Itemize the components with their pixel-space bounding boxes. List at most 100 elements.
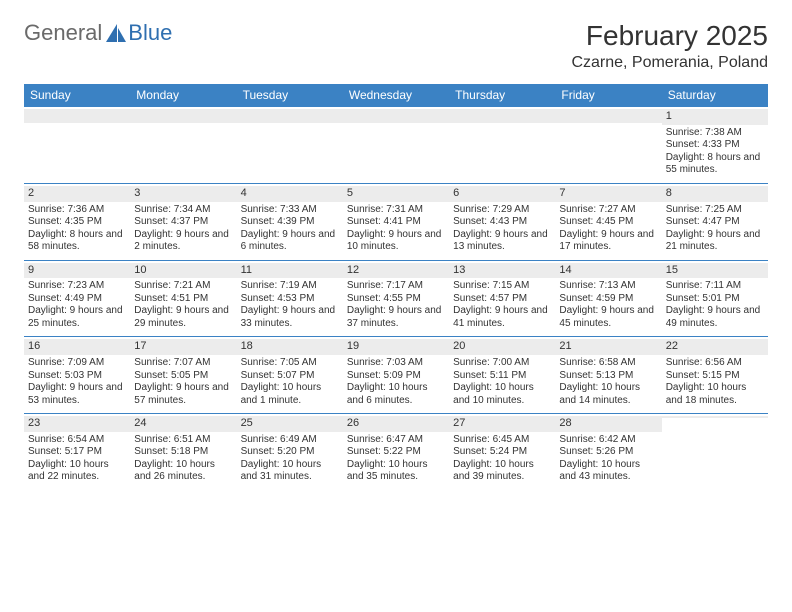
day-number: 11 bbox=[237, 263, 343, 279]
calendar-cell: 22Sunrise: 6:56 AMSunset: 5:15 PMDayligh… bbox=[662, 336, 768, 413]
sunset-text: Sunset: 4:59 PM bbox=[559, 293, 657, 306]
calendar-cell: 12Sunrise: 7:17 AMSunset: 4:55 PMDayligh… bbox=[343, 260, 449, 337]
daylight-text: Daylight: 10 hours and 31 minutes. bbox=[241, 459, 339, 484]
day-number: 14 bbox=[555, 263, 661, 279]
day-number: 10 bbox=[130, 263, 236, 279]
calendar-cell: 18Sunrise: 7:05 AMSunset: 5:07 PMDayligh… bbox=[237, 336, 343, 413]
sunset-text: Sunset: 4:33 PM bbox=[666, 139, 764, 152]
day-number: 4 bbox=[237, 186, 343, 202]
sunset-text: Sunset: 4:35 PM bbox=[28, 216, 126, 229]
day-number: 12 bbox=[343, 263, 449, 279]
calendar-cell bbox=[343, 106, 449, 183]
calendar-cell: 25 Sunrise: 6:49 AMSunset: 5:20 PMDayligh… bbox=[237, 413, 343, 490]
sunset-text: Sunset: 5:18 PM bbox=[134, 446, 232, 459]
day-number: 8 bbox=[662, 186, 768, 202]
title-block: February 2025 Czarne, Pomerania, Poland bbox=[571, 20, 768, 72]
sunrise-text: Sunrise: 6:56 AM bbox=[666, 357, 764, 370]
daylight-text: Daylight: 10 hours and 22 minutes. bbox=[28, 459, 126, 484]
sunrise-text: Sunrise: 7:23 AM bbox=[28, 280, 126, 293]
sunset-text: Sunset: 5:24 PM bbox=[453, 446, 551, 459]
day-number: 24 bbox=[130, 416, 236, 432]
daylight-text: Daylight: 9 hours and 13 minutes. bbox=[453, 229, 551, 254]
sunset-text: Sunset: 5:01 PM bbox=[666, 293, 764, 306]
day-number: 19 bbox=[343, 339, 449, 355]
daylight-text: Daylight: 9 hours and 49 minutes. bbox=[666, 305, 764, 330]
day-number: 25 bbox=[237, 416, 343, 432]
calendar-grid: 1Sunrise: 7:38 AMSunset: 4:33 PMDaylight… bbox=[24, 106, 768, 490]
day-number: 15 bbox=[662, 263, 768, 279]
sunrise-text: Sunrise: 7:15 AM bbox=[453, 280, 551, 293]
daylight-text: Daylight: 9 hours and 6 minutes. bbox=[241, 229, 339, 254]
header: General Blue February 2025 Czarne, Pomer… bbox=[24, 20, 768, 72]
calendar-cell: 13Sunrise: 7:15 AMSunset: 4:57 PMDayligh… bbox=[449, 260, 555, 337]
sunrise-text: Sunrise: 7:17 AM bbox=[347, 280, 445, 293]
day-number: 23 bbox=[24, 416, 130, 432]
calendar-cell: 5Sunrise: 7:31 AMSunset: 4:41 PMDaylight… bbox=[343, 183, 449, 260]
sunset-text: Sunset: 4:43 PM bbox=[453, 216, 551, 229]
sunrise-text: Sunrise: 7:03 AM bbox=[347, 357, 445, 370]
day-number bbox=[555, 109, 661, 123]
day-number bbox=[449, 109, 555, 123]
sunrise-text: Sunrise: 7:07 AM bbox=[134, 357, 232, 370]
day-number: 3 bbox=[130, 186, 236, 202]
sunrise-text: Sunrise: 7:05 AM bbox=[241, 357, 339, 370]
day-number: 6 bbox=[449, 186, 555, 202]
daylight-text: Daylight: 9 hours and 41 minutes. bbox=[453, 305, 551, 330]
calendar-cell bbox=[662, 413, 768, 490]
day-number: 20 bbox=[449, 339, 555, 355]
weekday-wed: Wednesday bbox=[343, 84, 449, 106]
calendar-cell: 4Sunrise: 7:33 AMSunset: 4:39 PMDaylight… bbox=[237, 183, 343, 260]
calendar-cell: 21Sunrise: 6:58 AMSunset: 5:13 PMDayligh… bbox=[555, 336, 661, 413]
weekday-fri: Friday bbox=[555, 84, 661, 106]
sunrise-text: Sunrise: 7:29 AM bbox=[453, 204, 551, 217]
sunrise-text: Sunrise: 7:36 AM bbox=[28, 204, 126, 217]
sunrise-text: Sunrise: 7:00 AM bbox=[453, 357, 551, 370]
daylight-text: Daylight: 10 hours and 35 minutes. bbox=[347, 459, 445, 484]
calendar-cell: 15Sunrise: 7:11 AMSunset: 5:01 PMDayligh… bbox=[662, 260, 768, 337]
calendar-cell: 14Sunrise: 7:13 AMSunset: 4:59 PMDayligh… bbox=[555, 260, 661, 337]
sunrise-text: Sunrise: 7:34 AM bbox=[134, 204, 232, 217]
sunset-text: Sunset: 5:20 PM bbox=[241, 446, 339, 459]
logo: General Blue bbox=[24, 20, 172, 46]
sunset-text: Sunset: 4:57 PM bbox=[453, 293, 551, 306]
sunset-text: Sunset: 5:15 PM bbox=[666, 370, 764, 383]
logo-text-1: General bbox=[24, 20, 102, 46]
calendar-cell: 8Sunrise: 7:25 AMSunset: 4:47 PMDaylight… bbox=[662, 183, 768, 260]
day-number: 17 bbox=[130, 339, 236, 355]
sunset-text: Sunset: 4:49 PM bbox=[28, 293, 126, 306]
sunset-text: Sunset: 5:03 PM bbox=[28, 370, 126, 383]
sunrise-text: Sunrise: 7:21 AM bbox=[134, 280, 232, 293]
weekday-sun: Sunday bbox=[24, 84, 130, 106]
daylight-text: Daylight: 9 hours and 45 minutes. bbox=[559, 305, 657, 330]
daylight-text: Daylight: 9 hours and 53 minutes. bbox=[28, 382, 126, 407]
sunset-text: Sunset: 4:47 PM bbox=[666, 216, 764, 229]
day-number bbox=[662, 416, 768, 418]
sunset-text: Sunset: 5:11 PM bbox=[453, 370, 551, 383]
calendar-cell bbox=[449, 106, 555, 183]
daylight-text: Daylight: 10 hours and 26 minutes. bbox=[134, 459, 232, 484]
calendar-cell: 11Sunrise: 7:19 AMSunset: 4:53 PMDayligh… bbox=[237, 260, 343, 337]
calendar-cell: 20 Sunrise: 7:00 AMSunset: 5:11 PMDayligh… bbox=[449, 336, 555, 413]
day-number: 16 bbox=[24, 339, 130, 355]
calendar-cell: 28Sunrise: 6:42 AMSunset: 5:26 PMDayligh… bbox=[555, 413, 661, 490]
calendar-cell bbox=[237, 106, 343, 183]
sunrise-text: Sunrise: 6:47 AM bbox=[347, 434, 445, 447]
daylight-text: Daylight: 10 hours and 6 minutes. bbox=[347, 382, 445, 407]
sunset-text: Sunset: 4:55 PM bbox=[347, 293, 445, 306]
day-number bbox=[343, 109, 449, 123]
daylight-text: Daylight: 10 hours and 10 minutes. bbox=[453, 382, 551, 407]
sunrise-text: Sunrise: 7:13 AM bbox=[559, 280, 657, 293]
day-number: 27 bbox=[449, 416, 555, 432]
day-number bbox=[237, 109, 343, 123]
day-number: 26 bbox=[343, 416, 449, 432]
calendar-cell bbox=[130, 106, 236, 183]
weekday-tue: Tuesday bbox=[237, 84, 343, 106]
sunrise-text: Sunrise: 6:51 AM bbox=[134, 434, 232, 447]
calendar-cell: 17Sunrise: 7:07 AMSunset: 5:05 PMDayligh… bbox=[130, 336, 236, 413]
calendar-cell bbox=[24, 106, 130, 183]
day-number: 7 bbox=[555, 186, 661, 202]
calendar-cell: 3Sunrise: 7:34 AMSunset: 4:37 PMDaylight… bbox=[130, 183, 236, 260]
daylight-text: Daylight: 9 hours and 21 minutes. bbox=[666, 229, 764, 254]
sunrise-text: Sunrise: 6:49 AM bbox=[241, 434, 339, 447]
sunset-text: Sunset: 4:37 PM bbox=[134, 216, 232, 229]
